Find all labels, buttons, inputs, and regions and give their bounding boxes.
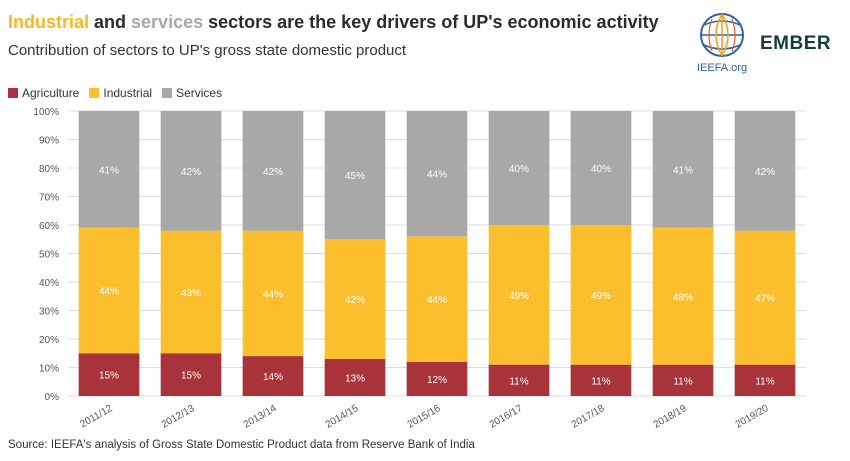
bar-industrial [652, 227, 714, 365]
y-tick-label: 0% [45, 392, 60, 403]
bar-services [160, 111, 222, 231]
y-tick-label: 50% [39, 250, 59, 261]
legend-swatch-services [162, 88, 173, 98]
legend-label-industrial: Industrial [103, 86, 153, 100]
bar-agriculture [324, 358, 386, 396]
data-label-services: 42% [755, 167, 775, 178]
y-tick-label: 30% [39, 307, 59, 318]
bar-services [570, 111, 632, 225]
bar-industrial [570, 225, 632, 365]
bar-services [324, 111, 386, 240]
data-label-services: 41% [673, 165, 693, 176]
ember-logo: EMBER [760, 33, 832, 54]
data-label-agriculture: 14% [263, 372, 283, 383]
legend-item-agriculture: Agriculture [8, 86, 79, 100]
data-label-services: 40% [591, 164, 611, 175]
x-tick-label: 2017/18 [570, 403, 607, 431]
data-label-industrial: 47% [755, 294, 775, 305]
legend-swatch-agriculture [8, 88, 18, 98]
bar-agriculture [652, 364, 714, 396]
x-tick-label: 2011/12 [78, 403, 115, 430]
legend-label-services: Services [176, 86, 223, 100]
y-tick-label: 80% [39, 164, 59, 175]
title-rest: sectors are the key drivers of UP's econ… [203, 12, 659, 32]
x-tick-label: 2018/19 [652, 403, 689, 431]
x-tick-label: 2015/16 [406, 403, 443, 431]
data-label-services: 45% [345, 171, 365, 182]
data-label-agriculture: 11% [509, 376, 528, 387]
data-label-agriculture: 15% [99, 371, 119, 382]
x-tick-label: 2012/13 [160, 403, 197, 431]
legend-swatch-industrial [89, 88, 100, 98]
x-tick-label: 2013/14 [242, 403, 279, 431]
data-label-industrial: 49% [591, 291, 611, 302]
legend-item-industrial: Industrial [89, 86, 152, 100]
y-tick-label: 10% [39, 364, 59, 375]
bar-agriculture [406, 361, 468, 396]
data-label-agriculture: 11% [591, 376, 610, 387]
data-label-services: 41% [99, 165, 119, 176]
data-label-industrial: 42% [345, 295, 365, 306]
data-label-industrial: 44% [99, 287, 119, 298]
y-tick-label: 90% [39, 136, 59, 147]
y-tick-label: 60% [39, 221, 59, 232]
chart-subtitle: Contribution of sectors to UP's gross st… [8, 42, 407, 59]
y-tick-label: 100% [33, 107, 59, 118]
legend-item-services: Services [162, 86, 222, 100]
y-tick-label: 70% [39, 193, 59, 204]
bar-agriculture [160, 353, 222, 396]
bar-agriculture [570, 364, 632, 396]
bar-agriculture [78, 353, 140, 396]
data-label-services: 44% [427, 170, 447, 181]
ieefa-logo: IEEFA.org [694, 11, 750, 74]
bar-industrial [734, 230, 796, 365]
data-label-industrial: 49% [509, 291, 529, 302]
bar-agriculture [734, 364, 796, 396]
bar-services [734, 111, 796, 231]
bar-agriculture [488, 364, 550, 396]
bar-industrial [242, 230, 304, 357]
data-label-agriculture: 11% [755, 376, 774, 387]
x-tick-label: 2019/20 [734, 403, 771, 431]
data-label-industrial: 43% [181, 288, 201, 299]
title-and-word: and [89, 12, 132, 32]
x-tick-label: 2014/15 [324, 403, 361, 431]
x-tick-label: 2016/17 [488, 403, 525, 431]
data-label-agriculture: 13% [345, 373, 365, 384]
data-label-services: 42% [263, 167, 283, 178]
data-label-industrial: 44% [427, 295, 447, 306]
bar-services [488, 111, 550, 225]
chart-title: Industrial and services sectors are the … [8, 12, 659, 33]
data-label-services: 42% [181, 167, 201, 178]
y-tick-label: 40% [39, 278, 59, 289]
source-note: Source: IEEFA's analysis of Gross State … [8, 439, 475, 451]
title-industrial-word: Industrial [8, 12, 90, 32]
bar-industrial [488, 225, 550, 365]
data-label-services: 40% [509, 164, 529, 175]
bar-services [78, 111, 140, 228]
legend-label-agriculture: Agriculture [22, 86, 80, 100]
bar-industrial [324, 239, 386, 359]
bar-agriculture [242, 356, 304, 396]
bar-industrial [406, 236, 468, 362]
data-label-agriculture: 15% [181, 371, 201, 382]
bar-industrial [160, 230, 222, 354]
data-label-agriculture: 11% [673, 376, 692, 387]
bar-services [242, 111, 304, 231]
ieefa-logo-text: IEEFA.org [696, 62, 748, 74]
globe-icon [700, 13, 744, 57]
bar-services [406, 111, 468, 237]
bar-industrial [78, 227, 140, 354]
data-label-agriculture: 12% [427, 375, 447, 386]
chart-legend: Agriculture Industrial Services [8, 86, 222, 100]
title-services-word: services [131, 12, 204, 32]
data-label-industrial: 48% [673, 292, 693, 303]
y-tick-label: 20% [39, 335, 59, 346]
bar-services [652, 111, 714, 228]
data-label-industrial: 44% [263, 289, 283, 300]
